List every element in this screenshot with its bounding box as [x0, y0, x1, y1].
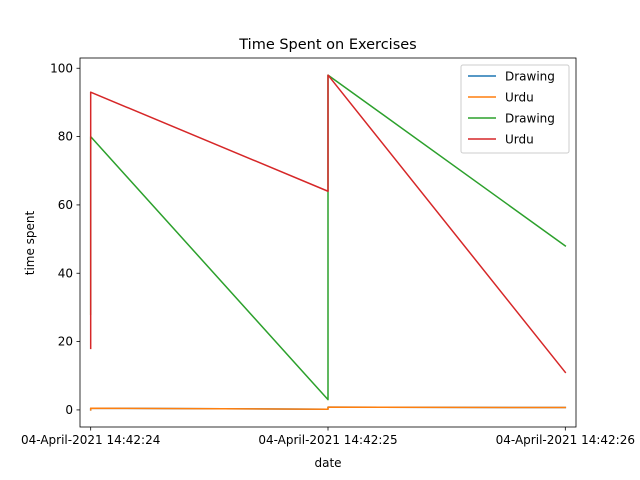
x-tick-label: 04-April-2021 14:42:24 [21, 433, 160, 447]
legend-label-1: Urdu [505, 91, 534, 105]
legend-box [460, 64, 570, 154]
chart-title: Time Spent on Exercises [238, 37, 416, 53]
x-tick-label: 04-April-2021 14:42:25 [258, 433, 397, 447]
series-line-1 [89, 406, 567, 411]
legend-label-2: Drawing [505, 112, 555, 126]
x-tick-label: 04-April-2021 14:42:26 [496, 433, 635, 447]
axes: 0 20 40 60 80 100 04-April-2021 14:42:24 04-Apr… [21, 57, 635, 447]
x-axis-label: date [314, 456, 341, 470]
y-tick-label: 0 [65, 403, 73, 417]
series-lines [89, 74, 567, 411]
y-tick-label: 60 [58, 198, 73, 212]
y-axis-label: time spent [23, 210, 37, 275]
y-tick-label: 100 [50, 61, 73, 75]
legend-label-3: Urdu [505, 133, 534, 147]
legend-label-0: Drawing [505, 70, 555, 84]
series-line-3 [89, 74, 567, 374]
legend: Drawing Urdu Drawing Urdu [460, 64, 570, 154]
y-tick-label: 80 [58, 130, 73, 144]
y-tick-label: 20 [58, 335, 73, 349]
y-tick-label: 40 [58, 266, 73, 280]
